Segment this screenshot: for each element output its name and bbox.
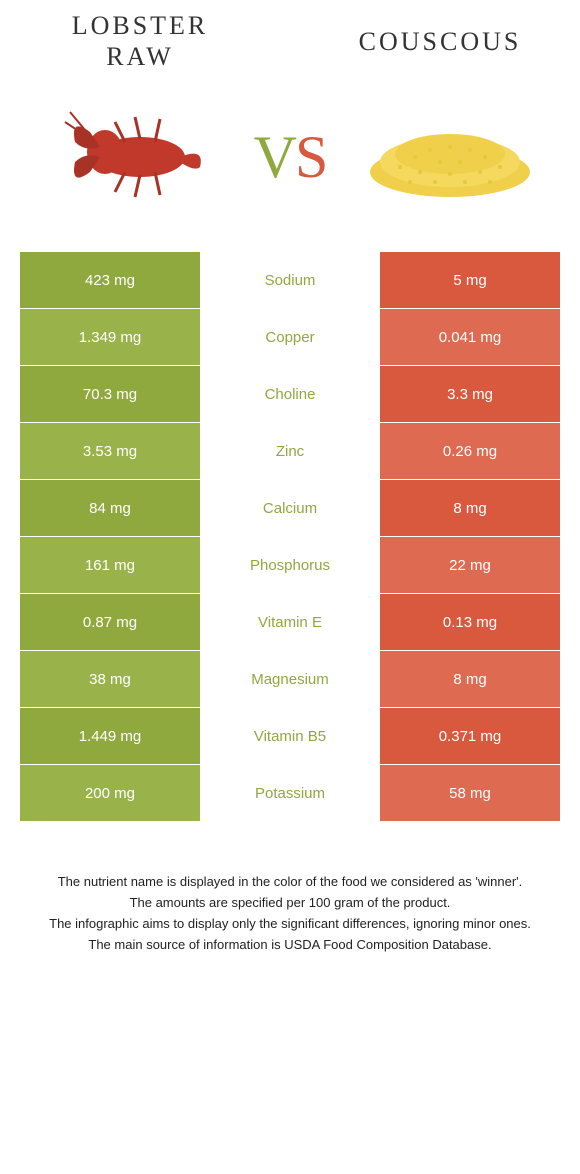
nutrient-label: Copper [200,309,380,365]
nutrient-row: 84 mgCalcium8 mg [20,480,560,537]
nutrient-row: 38 mgMagnesium8 mg [20,651,560,708]
nutrient-row: 200 mgPotassium58 mg [20,765,560,822]
infographic-container: LOBSTER RAW COUSCOUS VS [0,0,580,976]
nutrient-label: Zinc [200,423,380,479]
left-value: 1.349 mg [20,309,200,365]
right-value: 3.3 mg [380,366,560,422]
right-value: 0.041 mg [380,309,560,365]
nutrient-label: Vitamin B5 [200,708,380,764]
nutrient-table: 423 mgSodium5 mg1.349 mgCopper0.041 mg70… [20,252,560,822]
nutrient-row: 423 mgSodium5 mg [20,252,560,309]
nutrient-label: Vitamin E [200,594,380,650]
nutrient-label: Phosphorus [200,537,380,593]
right-value: 22 mg [380,537,560,593]
left-value: 84 mg [20,480,200,536]
lobster-image [40,92,220,222]
nutrient-row: 3.53 mgZinc0.26 mg [20,423,560,480]
nutrient-row: 0.87 mgVitamin E0.13 mg [20,594,560,651]
right-value: 5 mg [380,252,560,308]
left-value: 38 mg [20,651,200,707]
nutrient-label: Sodium [200,252,380,308]
nutrient-label: Potassium [200,765,380,821]
nutrient-row: 70.3 mgCholine3.3 mg [20,366,560,423]
right-value: 8 mg [380,480,560,536]
left-value: 70.3 mg [20,366,200,422]
couscous-image [360,92,540,222]
footer-notes: The nutrient name is displayed in the co… [0,822,580,975]
right-value: 0.26 mg [380,423,560,479]
right-food-title: COUSCOUS [340,26,540,57]
left-value: 161 mg [20,537,200,593]
header: LOBSTER RAW COUSCOUS [0,0,580,92]
right-value: 8 mg [380,651,560,707]
right-value: 0.371 mg [380,708,560,764]
left-value: 0.87 mg [20,594,200,650]
left-value: 200 mg [20,765,200,821]
left-value: 423 mg [20,252,200,308]
footer-line: The infographic aims to display only the… [30,914,550,935]
footer-line: The main source of information is USDA F… [30,935,550,956]
right-value: 58 mg [380,765,560,821]
footer-line: The nutrient name is displayed in the co… [30,872,550,893]
nutrient-label: Magnesium [200,651,380,707]
hero-row: VS [0,92,580,252]
right-value: 0.13 mg [380,594,560,650]
left-value: 1.449 mg [20,708,200,764]
nutrient-row: 161 mgPhosphorus22 mg [20,537,560,594]
left-value: 3.53 mg [20,423,200,479]
nutrient-row: 1.349 mgCopper0.041 mg [20,309,560,366]
nutrient-label: Calcium [200,480,380,536]
footer-line: The amounts are specified per 100 gram o… [30,893,550,914]
vs-label: VS [254,123,327,192]
left-food-title: LOBSTER RAW [40,10,240,72]
nutrient-row: 1.449 mgVitamin B50.371 mg [20,708,560,765]
nutrient-label: Choline [200,366,380,422]
